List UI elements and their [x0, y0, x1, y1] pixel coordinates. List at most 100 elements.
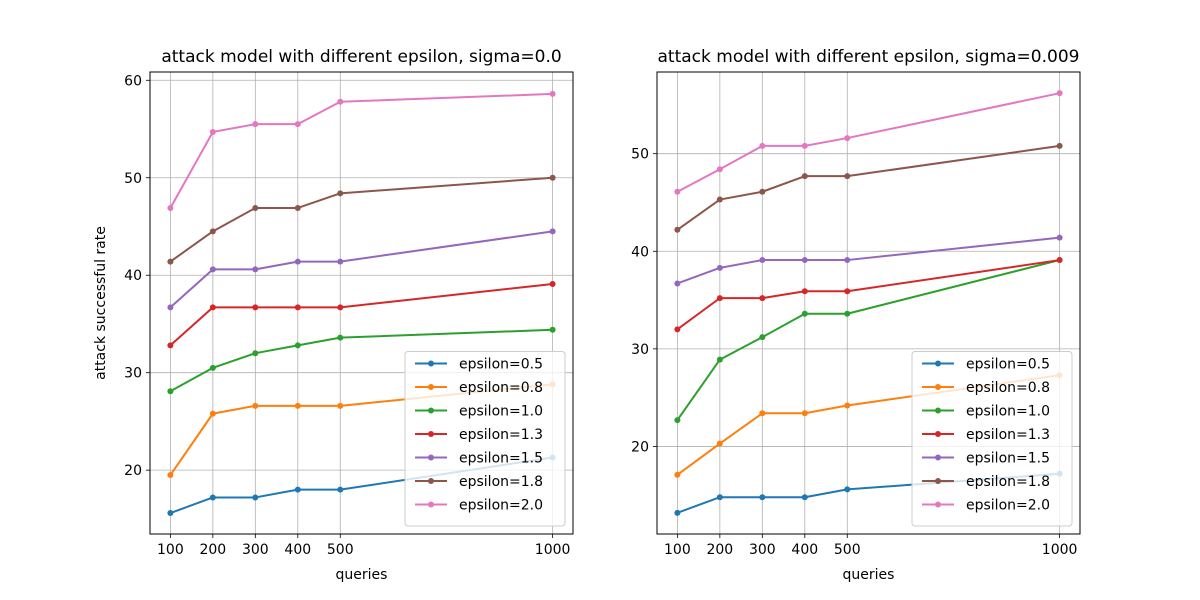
- y-tick-label: 40: [631, 244, 649, 260]
- data-point: [674, 509, 681, 516]
- data-point: [844, 257, 851, 264]
- data-point: [167, 510, 174, 517]
- data-point: [759, 410, 766, 417]
- data-point: [716, 166, 723, 173]
- data-point: [209, 304, 216, 311]
- data-point: [844, 173, 851, 180]
- legend-swatch-marker: [428, 360, 434, 367]
- series-line-epsilon=1.0: [676, 259, 1060, 421]
- data-point: [294, 204, 301, 211]
- data-point: [1056, 257, 1063, 264]
- chart-title: attack model with different epsilon, sig…: [161, 47, 561, 67]
- x-tick-label: 1000: [1042, 542, 1078, 558]
- y-tick-label: 40: [124, 268, 142, 284]
- series-line-epsilon=0.8: [169, 383, 553, 476]
- y-tick-label: 20: [631, 439, 649, 455]
- data-point: [801, 257, 808, 264]
- data-point: [674, 280, 681, 287]
- data-point: [294, 304, 301, 311]
- legend-label: epsilon=1.5: [459, 451, 543, 467]
- data-point: [716, 356, 723, 363]
- data-point: [337, 304, 344, 311]
- legend: epsilon=0.5 epsilon=0.8 epsilon=1.0 epsilon…: [404, 351, 566, 527]
- legend-swatch-marker: [428, 431, 434, 437]
- data-point: [801, 494, 808, 501]
- legend-swatch-marker: [935, 407, 941, 414]
- data-point: [844, 486, 851, 493]
- data-point: [549, 326, 556, 333]
- data-point: [759, 188, 766, 195]
- legend-swatch-marker: [935, 478, 941, 484]
- data-point: [674, 417, 681, 424]
- data-point: [252, 204, 259, 211]
- data-point: [252, 266, 259, 273]
- legend: epsilon=0.5 epsilon=0.8 epsilon=1.0 epsilon…: [911, 351, 1073, 527]
- data-point: [167, 472, 174, 479]
- data-point: [801, 288, 808, 295]
- data-point: [549, 280, 556, 287]
- legend-box: [404, 351, 566, 527]
- x-axis-label: queries: [843, 567, 895, 583]
- legend-swatch-marker: [428, 384, 434, 390]
- data-point: [716, 440, 723, 447]
- series-line-epsilon=1.0: [169, 328, 553, 393]
- series-line-epsilon=0.5: [170, 456, 553, 514]
- x-tick-label: 500: [834, 542, 861, 558]
- x-tick-label: 100: [664, 542, 691, 558]
- data-point: [549, 228, 556, 235]
- y-tick-label: 60: [124, 73, 142, 89]
- y-tick-label: 30: [631, 342, 649, 358]
- y-tick-label: 50: [631, 147, 649, 163]
- plot-frame: [149, 71, 574, 535]
- data-point: [1056, 142, 1063, 149]
- data-point: [844, 135, 851, 142]
- legend-label: epsilon=1.3: [966, 427, 1050, 443]
- chart-title: attack model with different epsilon, sig…: [658, 47, 1080, 67]
- legend-swatch-marker: [428, 501, 434, 508]
- data-point: [337, 258, 344, 265]
- data-point: [1056, 234, 1063, 241]
- right-chart-panel: 100 200 300 400 500 1000 20 30 40 50 attack model …: [631, 47, 1081, 583]
- legend-swatch-marker: [935, 360, 941, 367]
- data-point: [549, 90, 556, 97]
- x-tick-label: 200: [706, 542, 733, 558]
- series-line-epsilon=1.3: [676, 259, 1060, 331]
- legend-label: epsilon=0.5: [966, 357, 1050, 373]
- y-tick-label: 50: [124, 171, 142, 187]
- data-point: [294, 121, 301, 128]
- plot-frame: [656, 71, 1081, 535]
- data-point: [716, 264, 723, 271]
- data-point: [252, 494, 259, 501]
- data-point: [337, 98, 344, 105]
- data-point: [716, 494, 723, 501]
- data-point: [759, 257, 766, 264]
- legend-label: epsilon=2.0: [459, 498, 543, 514]
- data-point: [252, 121, 259, 128]
- data-point: [209, 266, 216, 273]
- legend-swatch-marker: [935, 431, 941, 437]
- data-point: [252, 350, 259, 357]
- legend-label: epsilon=1.0: [966, 404, 1050, 420]
- legend-label: epsilon=0.5: [459, 357, 543, 373]
- data-point: [294, 402, 301, 409]
- series-line-epsilon=1.8: [169, 176, 553, 263]
- legend-swatch-marker: [428, 478, 434, 484]
- legend-label: epsilon=1.3: [459, 427, 543, 443]
- data-point: [167, 304, 174, 311]
- x-tick-label: 1000: [535, 542, 571, 558]
- series-line-epsilon=0.5: [677, 472, 1060, 514]
- data-point: [209, 228, 216, 235]
- data-point: [337, 334, 344, 341]
- series-line-epsilon=1.5: [169, 230, 553, 309]
- y-tick-label: 30: [124, 366, 142, 382]
- legend-box: [911, 351, 1073, 527]
- x-tick-label: 100: [157, 542, 184, 558]
- data-point: [674, 326, 681, 333]
- data-point: [801, 142, 808, 149]
- data-point: [549, 174, 556, 181]
- left-chart-panel: 100 200 300 400 500 1000 20 30 40 50 60 attack mode…: [93, 47, 574, 583]
- series-line-epsilon=1.8: [676, 144, 1060, 231]
- data-point: [716, 196, 723, 203]
- data-point: [674, 226, 681, 233]
